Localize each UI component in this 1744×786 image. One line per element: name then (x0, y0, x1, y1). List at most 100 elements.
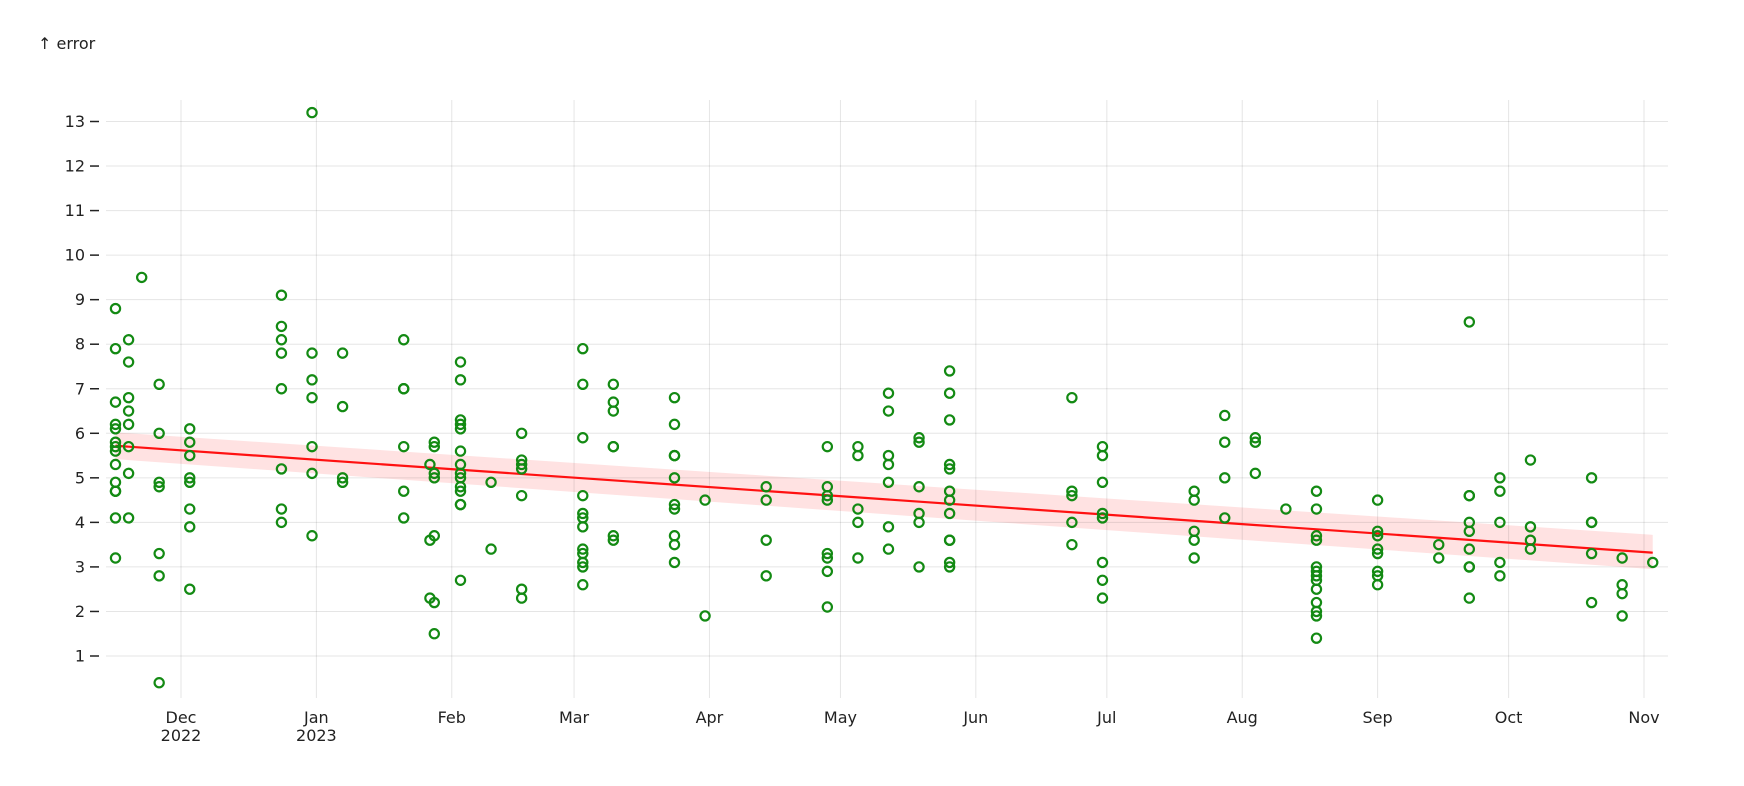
data-point (109, 342, 122, 355)
data-point (398, 440, 410, 453)
data-point (668, 391, 681, 404)
x-tick-label: Dec (166, 708, 197, 727)
data-point (109, 423, 122, 435)
data-point (1585, 516, 1598, 529)
data-point (153, 378, 165, 390)
x-tick-label: Feb (438, 708, 466, 727)
data-point (153, 476, 165, 488)
data-point (336, 347, 349, 359)
y-tick-label: 4 (75, 513, 85, 532)
data-point (153, 570, 165, 582)
data-point (577, 507, 589, 520)
y-tick-label: 8 (75, 335, 85, 354)
data-point (398, 383, 410, 395)
x-tick-label: Aug (1227, 708, 1258, 727)
data-point (109, 552, 122, 564)
data-point (1463, 525, 1476, 537)
data-point (1494, 570, 1506, 582)
data-point (943, 387, 956, 399)
data-point (184, 436, 196, 448)
data-point (184, 423, 196, 435)
data-point (306, 374, 318, 386)
data-point (424, 458, 436, 471)
data-point (122, 391, 135, 404)
data-point (882, 458, 895, 471)
data-point (1219, 436, 1231, 448)
data-point (1066, 485, 1078, 497)
data-point (336, 472, 349, 484)
data-point (760, 481, 772, 493)
y-tick-label: 11 (65, 201, 85, 220)
data-point (821, 440, 834, 453)
data-point (1096, 449, 1109, 462)
data-point (1249, 467, 1262, 480)
data-point (1494, 556, 1506, 569)
x-tick-label: Jun (962, 708, 988, 727)
data-point (336, 400, 349, 413)
data-point (1433, 552, 1445, 564)
data-point (1280, 503, 1292, 515)
y-axis-title: ↑ error (38, 34, 96, 53)
data-point (821, 565, 834, 578)
y-tick-label: 2 (75, 602, 85, 621)
data-point (153, 547, 165, 560)
data-point (821, 494, 834, 506)
data-point (882, 476, 895, 488)
data-point (1310, 570, 1323, 582)
data-point (1494, 472, 1506, 484)
data-point (1371, 530, 1384, 542)
data-point (577, 432, 589, 444)
data-point (668, 503, 681, 515)
data-point (428, 472, 440, 484)
data-point (760, 494, 772, 506)
data-point (1463, 561, 1476, 573)
x-tick-label: Mar (559, 708, 590, 727)
data-point (122, 334, 135, 346)
data-point (913, 516, 925, 529)
data-point (668, 472, 681, 484)
data-point (943, 534, 956, 546)
data-point (485, 476, 497, 488)
data-point (668, 418, 681, 431)
data-point (1371, 543, 1384, 555)
data-point (122, 512, 135, 524)
data-point (454, 418, 467, 431)
data-point (1249, 436, 1262, 448)
data-point (668, 556, 681, 569)
data-point (454, 485, 467, 497)
data-point (336, 476, 349, 488)
data-point (515, 458, 528, 471)
data-point (577, 378, 589, 390)
data-point (1463, 489, 1476, 502)
data-point (1310, 534, 1323, 546)
data-point (882, 521, 895, 533)
data-point (454, 374, 467, 386)
data-point (1310, 632, 1323, 644)
data-point (607, 440, 620, 453)
data-point (821, 489, 834, 502)
y-tick-label: 10 (65, 246, 85, 265)
regression-line-layer (115, 444, 1653, 554)
data-point (454, 423, 467, 435)
data-point (184, 503, 196, 515)
data-point (760, 534, 772, 546)
data-point (882, 405, 895, 417)
data-point (1585, 596, 1598, 609)
data-point (184, 521, 196, 533)
data-point (607, 378, 620, 390)
data-point (1585, 547, 1598, 560)
grid-layer (106, 100, 1668, 698)
data-point (122, 467, 135, 480)
data-point (1310, 583, 1323, 595)
data-point (109, 418, 122, 431)
data-point (607, 405, 620, 417)
data-point (821, 601, 834, 613)
data-point (943, 463, 956, 475)
data-point (122, 356, 135, 368)
data-point (1096, 556, 1109, 569)
data-point (577, 556, 589, 569)
data-point (515, 463, 528, 475)
data-point (1310, 610, 1323, 622)
data-point (821, 552, 834, 564)
data-point (109, 512, 122, 524)
